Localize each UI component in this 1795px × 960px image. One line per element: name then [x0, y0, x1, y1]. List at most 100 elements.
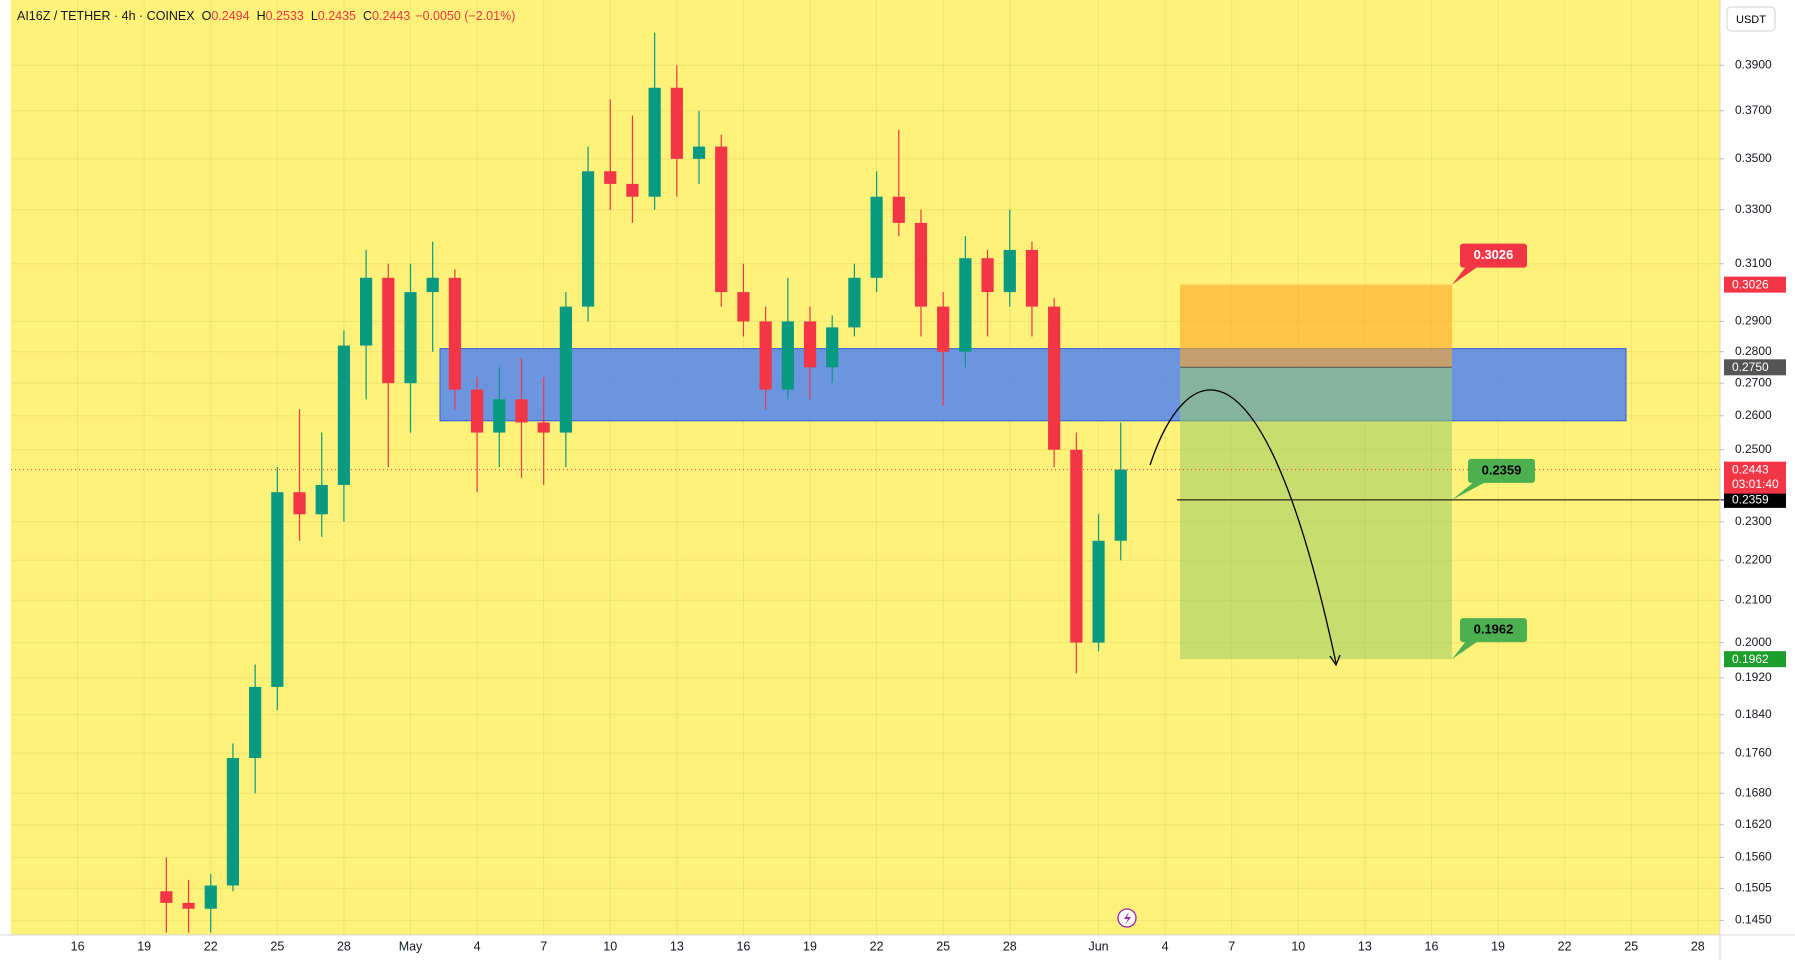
candle-body [648, 87, 661, 197]
x-tick-label: 19 [803, 939, 817, 953]
candle-body [515, 399, 528, 423]
y-tick-label: 0.2100 [1735, 593, 1772, 607]
candle-body [604, 171, 617, 184]
arrow-head [1329, 654, 1341, 667]
candle-body [759, 321, 772, 390]
candle-body [537, 422, 550, 433]
axis-price-box [1724, 276, 1786, 293]
candle-body [182, 902, 195, 909]
y-tick-label: 0.1920 [1735, 670, 1772, 684]
candle-body [1114, 469, 1127, 541]
axis-price-label: 0.3026 [1732, 277, 1769, 291]
candle-body [1003, 249, 1016, 293]
x-tick-label: 28 [1003, 939, 1017, 953]
y-tick-label: 0.3500 [1735, 151, 1772, 165]
stop-area [1180, 284, 1452, 368]
projection-arrow [1149, 389, 1337, 664]
x-tick-label: 7 [540, 939, 547, 953]
axis-price-box [1724, 359, 1786, 376]
candle-body [914, 222, 928, 307]
price-tag [1460, 243, 1527, 268]
candle-body [715, 146, 728, 293]
y-tick-label: 0.1450 [1735, 913, 1772, 927]
candle-body [226, 758, 240, 886]
y-tick-label: 0.2500 [1735, 442, 1772, 456]
x-tick-label: 10 [603, 939, 617, 953]
candle-body [337, 345, 351, 485]
event-bolt [1124, 912, 1131, 925]
ohlc-value: 0.2443 [372, 9, 410, 23]
y-tick-label: 0.3900 [1735, 57, 1772, 71]
x-tick-label: 13 [670, 939, 684, 953]
countdown-label: 03:01:40 [1732, 477, 1779, 491]
y-tick-label: 0.2200 [1735, 552, 1772, 566]
plot-background [11, 0, 1720, 935]
ohlc-key: O [202, 9, 212, 23]
candle-body [382, 277, 395, 384]
x-tick-label: 25 [270, 939, 284, 953]
candle-body [781, 321, 794, 390]
candle-body [892, 196, 905, 223]
y-tick-label: 0.3300 [1735, 202, 1772, 216]
axis-price-box [1724, 491, 1786, 508]
currency-label: USDT [1736, 14, 1766, 26]
axis-price-label: 0.2359 [1732, 493, 1769, 507]
ohlc-key: H [257, 9, 266, 23]
price-tag [1460, 618, 1527, 643]
ohlc-key: C [363, 9, 372, 23]
label-tail [1452, 481, 1486, 500]
x-tick-label: Jun [1088, 939, 1108, 953]
candle-body [315, 484, 328, 515]
x-tick-label: 16 [1425, 939, 1439, 953]
candle-body [493, 399, 506, 433]
symbol-info: AI16Z / TETHER · 4h · COINEX O0.2494 H0.25… [17, 9, 515, 23]
x-tick-label: 13 [1358, 939, 1372, 953]
candle-body [1025, 249, 1039, 307]
y-tick-label: 0.2000 [1735, 635, 1772, 649]
ohlc-key: L [311, 9, 318, 23]
candle-body [271, 492, 284, 687]
y-tick-label: 0.1560 [1735, 850, 1772, 864]
candle-body [870, 196, 883, 278]
target-area [1180, 367, 1452, 660]
candle-body [470, 389, 484, 433]
candle-body [404, 292, 417, 384]
y-tick-label: 0.1505 [1735, 881, 1772, 895]
y-tick-label: 0.2600 [1735, 408, 1772, 422]
header: AI16Z / TETHER · 4h · COINEX O0.2494 H0.25… [17, 9, 515, 23]
candle-body [1092, 540, 1105, 643]
x-tick-label: 16 [71, 939, 85, 953]
change: −0.0050 (−2.01%) [415, 9, 515, 23]
candles [160, 32, 1127, 933]
x-tick-label: 19 [1491, 939, 1505, 953]
candle-body [670, 87, 683, 159]
ohlc-value: 0.2494 [211, 9, 249, 23]
y-tick-label: 0.3100 [1735, 256, 1772, 270]
symbol: AI16Z / TETHER · 4h · COINEX [17, 9, 195, 23]
x-tick-label: 28 [1691, 939, 1705, 953]
candle-body [937, 306, 950, 352]
label-tail [1452, 641, 1478, 660]
x-tick-label: 25 [1624, 939, 1638, 953]
x-tick-label: 4 [474, 939, 481, 953]
candle-body [959, 258, 972, 352]
x-tick-label: 22 [870, 939, 884, 953]
candle-body [737, 292, 750, 322]
label-tail [1452, 266, 1478, 285]
last-price-box [1724, 461, 1786, 494]
y-tick-label: 0.2800 [1735, 344, 1772, 358]
x-tick-label: 28 [337, 939, 351, 953]
candle-body [360, 277, 373, 346]
candle-body [848, 277, 861, 328]
x-tick-label: 25 [936, 939, 950, 953]
x-tick-label: 22 [1558, 939, 1572, 953]
y-tick-label: 0.1680 [1735, 785, 1772, 799]
x-tick-label: May [399, 939, 423, 953]
ohlc-value: 0.2533 [266, 9, 304, 23]
currency-button[interactable] [1726, 6, 1776, 32]
x-tick-label: 19 [137, 939, 151, 953]
candle-body [1070, 449, 1083, 643]
candle-body [981, 258, 994, 293]
candle-body [803, 321, 817, 368]
